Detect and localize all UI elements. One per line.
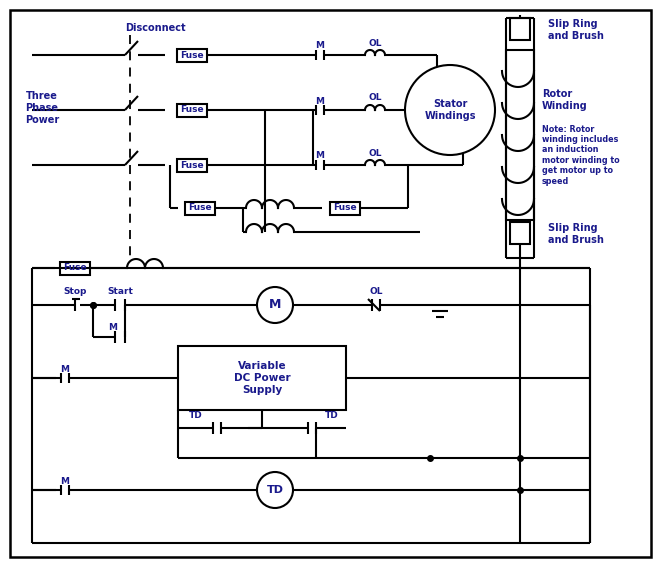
- Text: OL: OL: [368, 149, 382, 158]
- FancyBboxPatch shape: [178, 346, 346, 410]
- Text: Fuse: Fuse: [333, 204, 357, 213]
- Text: Start: Start: [107, 286, 133, 295]
- Text: Stator
Windings: Stator Windings: [424, 99, 476, 121]
- Text: OL: OL: [369, 286, 383, 295]
- Text: Fuse: Fuse: [180, 50, 204, 60]
- FancyBboxPatch shape: [510, 18, 530, 40]
- FancyBboxPatch shape: [177, 49, 207, 61]
- Text: Variable
DC Power
Supply: Variable DC Power Supply: [234, 361, 290, 395]
- FancyBboxPatch shape: [185, 201, 215, 214]
- FancyBboxPatch shape: [60, 261, 90, 274]
- Text: Note: Rotor
winding includes
an induction
motor winding to
get motor up to
speed: Note: Rotor winding includes an inductio…: [542, 125, 619, 185]
- Text: M: M: [315, 96, 325, 105]
- Text: TD: TD: [325, 412, 339, 421]
- Text: Slip Ring
and Brush: Slip Ring and Brush: [548, 19, 604, 41]
- Circle shape: [257, 472, 293, 508]
- FancyBboxPatch shape: [10, 10, 651, 557]
- FancyBboxPatch shape: [510, 222, 530, 244]
- Text: Rotor
Winding: Rotor Winding: [542, 89, 588, 111]
- Text: M: M: [61, 476, 69, 485]
- Text: OL: OL: [368, 39, 382, 48]
- FancyBboxPatch shape: [177, 104, 207, 116]
- Text: M: M: [61, 365, 69, 374]
- Text: M: M: [269, 298, 281, 311]
- FancyBboxPatch shape: [330, 201, 360, 214]
- Text: M: M: [315, 151, 325, 160]
- Text: M: M: [315, 41, 325, 50]
- FancyBboxPatch shape: [506, 50, 534, 220]
- Text: TD: TD: [266, 485, 284, 495]
- FancyBboxPatch shape: [177, 159, 207, 171]
- Text: M: M: [108, 323, 118, 332]
- Text: Slip Ring
and Brush: Slip Ring and Brush: [548, 223, 604, 245]
- Text: OL: OL: [368, 94, 382, 103]
- Text: Fuse: Fuse: [63, 264, 87, 273]
- Circle shape: [405, 65, 495, 155]
- Text: Stop: Stop: [63, 286, 87, 295]
- Text: Fuse: Fuse: [188, 204, 212, 213]
- Text: TD: TD: [189, 412, 203, 421]
- Circle shape: [257, 287, 293, 323]
- Text: Fuse: Fuse: [180, 160, 204, 170]
- Text: Disconnect: Disconnect: [125, 23, 185, 33]
- Text: Three
Phase
Power: Three Phase Power: [25, 91, 59, 125]
- Text: Fuse: Fuse: [180, 105, 204, 115]
